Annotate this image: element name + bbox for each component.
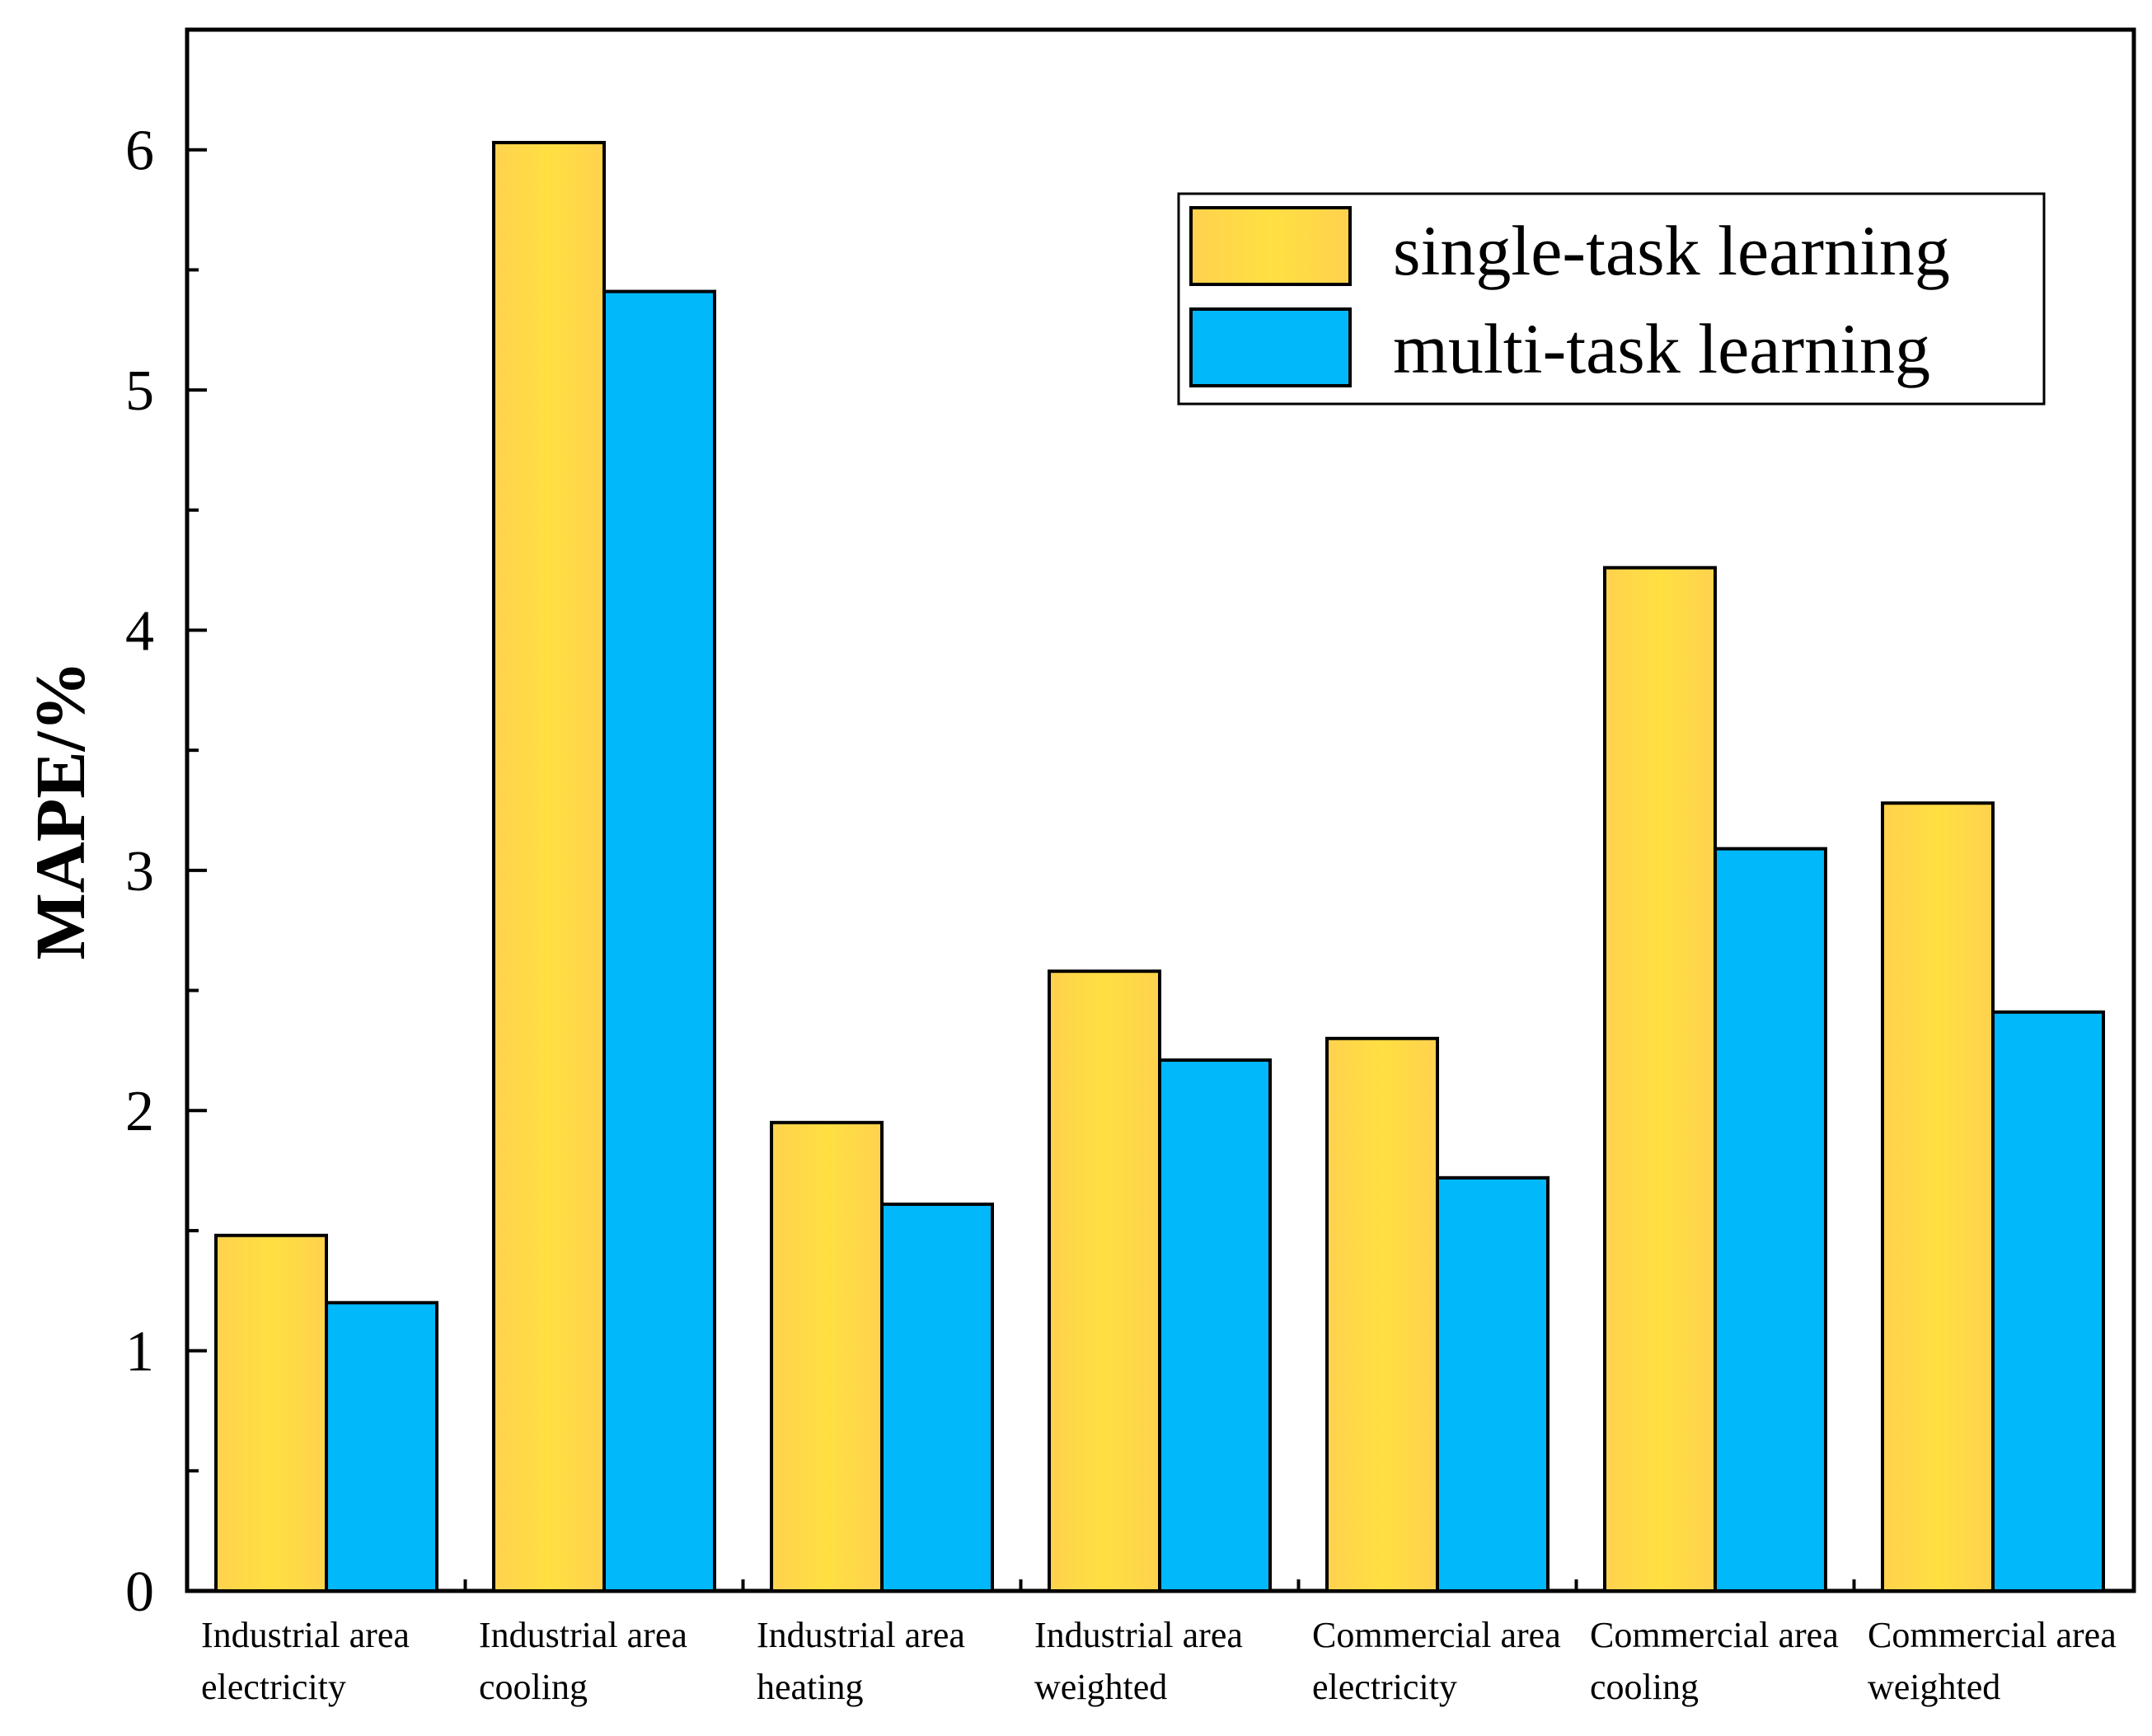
x-tick-label-5-line-0: Commercial area [1590, 1615, 1839, 1655]
y-axis: 0 1 2 3 4 5 6 [125, 120, 207, 1624]
y-axis-title: MAPE/% [21, 660, 100, 959]
y-tick-label-6: 6 [125, 120, 154, 183]
x-tick-label-6-line-1: weighted [1868, 1667, 2000, 1707]
y-tick-label-4: 4 [125, 599, 154, 663]
x-tick-label-0-line-0: Industrial area [201, 1615, 410, 1655]
bar-multi-task-6 [1991, 1010, 2105, 1593]
x-axis: Industrial area electricity Industrial are… [201, 1571, 2117, 1707]
x-tick-label-1-line-0: Industrial area [479, 1615, 687, 1655]
bar-multi-task-1 [602, 289, 716, 1593]
bar-single-task-3 [1048, 969, 1161, 1593]
y-tick-label-1: 1 [125, 1321, 154, 1384]
legend-label-single-task: single-task learning [1393, 211, 1950, 290]
bar-single-task-0 [214, 1233, 328, 1593]
x-tick-label-3-line-1: weighted [1034, 1667, 1167, 1707]
bar-single-task-2 [770, 1120, 884, 1593]
x-tick-label-2-line-1: heating [757, 1667, 864, 1707]
bar-multi-task-4 [1436, 1175, 1550, 1593]
bars-layer [214, 140, 2105, 1593]
legend-label-multi-task: multi-task learning [1393, 309, 1930, 388]
y-tick-label-0: 0 [125, 1560, 154, 1624]
y-tick-label-5: 5 [125, 359, 154, 423]
x-tick-label-4-line-1: electricity [1312, 1667, 1457, 1707]
bar-multi-task-2 [880, 1202, 994, 1593]
bar-single-task-1 [492, 140, 606, 1593]
bar-multi-task-3 [1158, 1058, 1272, 1593]
legend-swatch-single-task [1189, 206, 1352, 286]
x-tick-label-6-line-0: Commercial area [1868, 1615, 2117, 1655]
x-tick-label-0-line-1: electricity [201, 1667, 346, 1707]
x-tick-label-1-line-1: cooling [479, 1667, 588, 1707]
x-tick-label-4-line-0: Commercial area [1312, 1615, 1561, 1655]
x-tick-label-3-line-0: Industrial area [1034, 1615, 1243, 1655]
bar-single-task-6 [1881, 801, 1995, 1593]
x-tick-label-2-line-0: Industrial area [757, 1615, 965, 1655]
bar-multi-task-5 [1714, 847, 1827, 1593]
y-tick-label-3: 3 [125, 840, 154, 903]
legend: single-task learning multi-task learning [1177, 192, 2046, 406]
bar-single-task-5 [1603, 565, 1717, 1593]
bar-single-task-4 [1325, 1036, 1439, 1593]
y-tick-label-2: 2 [125, 1080, 154, 1143]
legend-swatch-multi-task [1189, 307, 1352, 387]
x-tick-label-5-line-1: cooling [1590, 1667, 1699, 1707]
bar-multi-task-0 [325, 1301, 438, 1593]
